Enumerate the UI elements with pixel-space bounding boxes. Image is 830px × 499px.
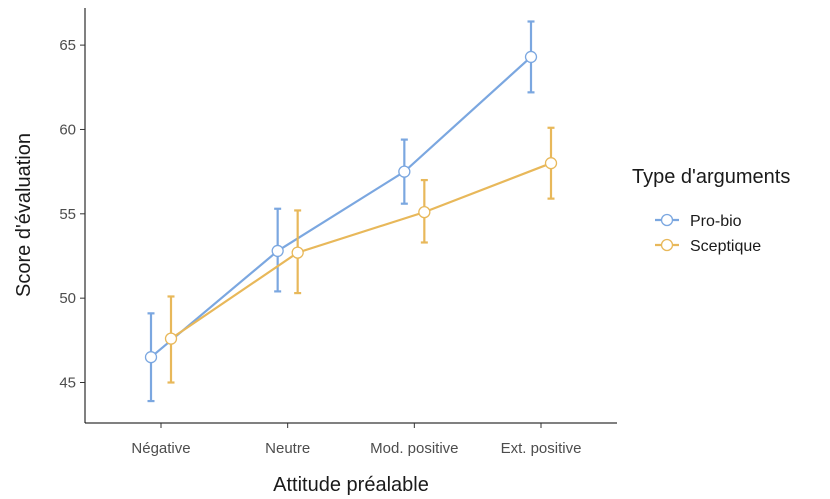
- series-line: [150, 56, 532, 359]
- x-tick-label: Neutre: [265, 440, 310, 457]
- legend: Type d'arguments Pro-bio Sceptique: [632, 166, 790, 255]
- x-tick-label: Ext. positive: [501, 440, 582, 457]
- legend-marker: [660, 238, 674, 252]
- series-layer: [144, 20, 558, 403]
- legend-label: Sceptique: [690, 238, 761, 255]
- legend-label: Pro-bio: [690, 213, 742, 230]
- series-pro-bio: [144, 20, 538, 403]
- data-point: [398, 165, 411, 178]
- axes: [84, 8, 617, 424]
- data-point: [418, 205, 431, 219]
- x-tick-label: Mod. positive: [370, 440, 458, 457]
- data-point: [271, 244, 284, 258]
- y-tick-label: 45: [59, 375, 76, 392]
- data-point: [144, 351, 158, 364]
- data-point: [544, 157, 558, 170]
- y-ticks: 45 50 55 60 65: [59, 37, 85, 392]
- x-tick-label: Négative: [131, 440, 190, 457]
- y-tick-label: 55: [59, 206, 76, 223]
- y-tick-label: 60: [59, 121, 76, 138]
- x-ticks: Négative Neutre Mod. positive Ext. positive: [131, 423, 581, 457]
- data-point: [164, 332, 178, 345]
- legend-marker: [660, 213, 674, 227]
- y-tick-label: 50: [59, 290, 76, 307]
- x-axis-title: Attitude préalable: [273, 474, 429, 496]
- series-sceptique: [164, 126, 558, 384]
- legend-title: Type d'arguments: [632, 166, 790, 188]
- legend-items: Pro-bio Sceptique: [655, 213, 761, 255]
- y-axis-title: Score d'évaluation: [13, 133, 35, 297]
- data-point: [524, 50, 538, 64]
- series-line: [170, 162, 552, 340]
- y-tick-label: 65: [59, 37, 76, 54]
- data-point: [291, 246, 304, 259]
